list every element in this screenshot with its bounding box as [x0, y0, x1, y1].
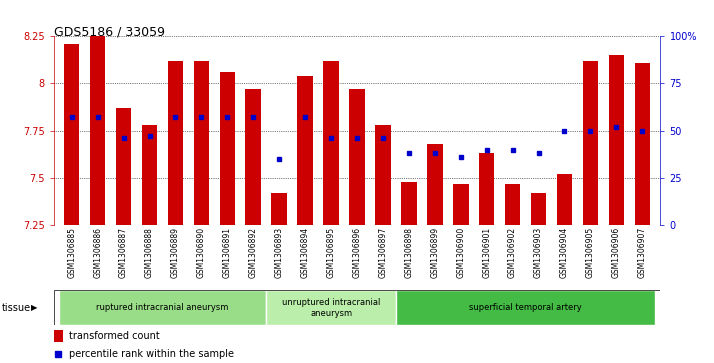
Text: GSM1306890: GSM1306890	[197, 227, 206, 278]
Bar	[54, 330, 63, 342]
Text: unruptured intracranial
aneurysm: unruptured intracranial aneurysm	[282, 298, 381, 318]
Text: GDS5186 / 33059: GDS5186 / 33059	[54, 25, 164, 38]
Text: GSM1306901: GSM1306901	[482, 227, 491, 278]
Bar	[323, 61, 339, 225]
Bar	[266, 290, 396, 325]
Bar	[297, 76, 313, 225]
Text: transformed count: transformed count	[69, 331, 159, 341]
Bar	[219, 72, 235, 225]
Bar	[64, 44, 79, 225]
Bar	[479, 153, 495, 225]
Text: percentile rank within the sample: percentile rank within the sample	[69, 349, 233, 359]
Text: GSM1306893: GSM1306893	[275, 227, 283, 278]
Text: GSM1306902: GSM1306902	[508, 227, 517, 278]
Bar	[271, 193, 287, 225]
Text: GSM1306885: GSM1306885	[67, 227, 76, 278]
Text: ▶: ▶	[31, 303, 37, 312]
Text: GSM1306898: GSM1306898	[404, 227, 413, 278]
Bar	[608, 55, 624, 225]
Bar	[427, 144, 443, 225]
Bar	[90, 36, 106, 225]
Text: GSM1306904: GSM1306904	[560, 227, 569, 278]
Text: GSM1306906: GSM1306906	[612, 227, 621, 278]
Text: GSM1306888: GSM1306888	[145, 227, 154, 278]
Text: GSM1306894: GSM1306894	[301, 227, 310, 278]
Text: GSM1306907: GSM1306907	[638, 227, 647, 278]
Text: ruptured intracranial aneurysm: ruptured intracranial aneurysm	[96, 303, 228, 312]
Bar	[375, 125, 391, 225]
Text: superficial temporal artery: superficial temporal artery	[469, 303, 582, 312]
Text: GSM1306891: GSM1306891	[223, 227, 232, 278]
Text: GSM1306900: GSM1306900	[456, 227, 466, 278]
Bar	[349, 89, 365, 225]
Text: GSM1306897: GSM1306897	[378, 227, 388, 278]
Text: GSM1306889: GSM1306889	[171, 227, 180, 278]
Bar	[59, 290, 266, 325]
Text: GSM1306896: GSM1306896	[353, 227, 361, 278]
Bar	[168, 61, 183, 225]
Bar	[531, 193, 546, 225]
Bar	[116, 108, 131, 225]
Bar	[453, 184, 468, 225]
Bar	[246, 89, 261, 225]
Text: GSM1306892: GSM1306892	[248, 227, 258, 278]
Bar	[583, 61, 598, 225]
Text: GSM1306899: GSM1306899	[431, 227, 439, 278]
Text: GSM1306895: GSM1306895	[326, 227, 336, 278]
Bar	[557, 174, 572, 225]
Text: GSM1306886: GSM1306886	[93, 227, 102, 278]
Bar	[193, 61, 209, 225]
Bar	[401, 182, 417, 225]
Text: GSM1306903: GSM1306903	[534, 227, 543, 278]
Bar	[505, 184, 521, 225]
Bar	[142, 125, 157, 225]
Bar	[396, 290, 655, 325]
Text: GSM1306887: GSM1306887	[119, 227, 128, 278]
Bar	[635, 63, 650, 225]
Text: GSM1306905: GSM1306905	[586, 227, 595, 278]
Text: tissue: tissue	[1, 303, 31, 313]
